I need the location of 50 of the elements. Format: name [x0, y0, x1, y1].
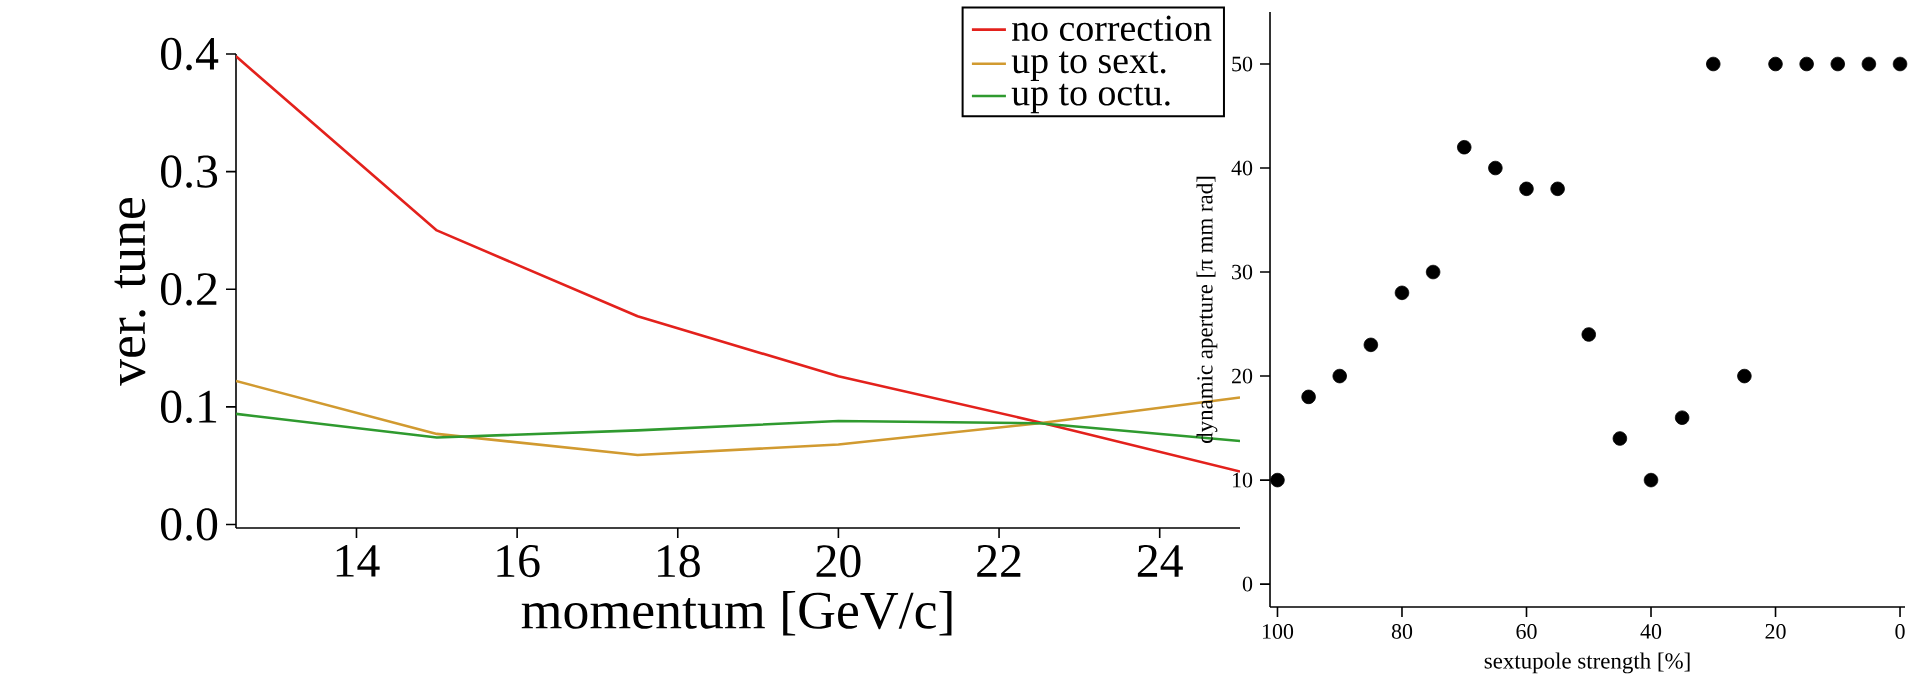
point: [1643, 472, 1659, 488]
y-tick-label: 30: [1232, 264, 1253, 280]
point: [1706, 56, 1721, 72]
y-tick-label: 40: [1231, 160, 1253, 176]
x-tick-label: 14: [336, 545, 380, 577]
x-tick-label: 16: [497, 545, 540, 578]
y-tick-label: 50: [1232, 56, 1253, 72]
x-tick-label: 40: [1640, 624, 1662, 639]
point: [1612, 431, 1628, 446]
x-tick-label: 80: [1391, 624, 1413, 639]
x-tick-label: 20: [1765, 624, 1786, 639]
x-tick-label: 0: [1895, 624, 1905, 639]
point: [1799, 56, 1814, 72]
y-axis-title: ver. tune: [114, 197, 146, 386]
point: [1301, 389, 1316, 405]
y-tick-label: 10: [1232, 472, 1253, 488]
y-tick-label: 20: [1232, 368, 1253, 384]
x-tick-label: 22: [977, 545, 1021, 577]
x-tick-label: 20: [816, 545, 861, 578]
point: [1425, 264, 1441, 280]
point: [1488, 160, 1503, 176]
point: [1768, 56, 1783, 72]
point: [1861, 56, 1877, 72]
point: [1581, 327, 1596, 342]
point: [1830, 56, 1845, 72]
point: [1332, 368, 1347, 384]
point: [1550, 181, 1565, 197]
y-tick-label: 0.2: [161, 272, 217, 306]
y-tick-label: 0: [1242, 576, 1253, 592]
x-tick-label: 24: [1137, 545, 1183, 577]
legend-label: no correction: [1012, 15, 1212, 42]
x-tick-label: 18: [658, 545, 700, 578]
x-axis-title: sextupole strength [%]: [1484, 652, 1690, 674]
x-tick-label: 60: [1516, 624, 1537, 639]
legend-label: up to sext.: [1011, 51, 1166, 81]
x-tick-label: 100: [1262, 624, 1294, 639]
y-tick-label: 0.4: [161, 37, 219, 71]
legend-label: up to octu.: [1011, 83, 1170, 114]
point: [1457, 140, 1472, 155]
y-tick-label: 0.1: [161, 390, 217, 424]
point: [1519, 181, 1534, 197]
y-tick-label: 0.0: [161, 508, 218, 541]
point: [1270, 472, 1285, 488]
y-axis-title: dynamic aperture [π mm rad]: [1196, 176, 1218, 443]
point: [1737, 368, 1752, 384]
point: [1394, 285, 1410, 301]
x-axis-title: momentum [GeV/c]: [521, 590, 952, 636]
point: [1363, 337, 1379, 353]
y-tick-label: 0.3: [161, 155, 218, 188]
point: [1674, 410, 1690, 425]
